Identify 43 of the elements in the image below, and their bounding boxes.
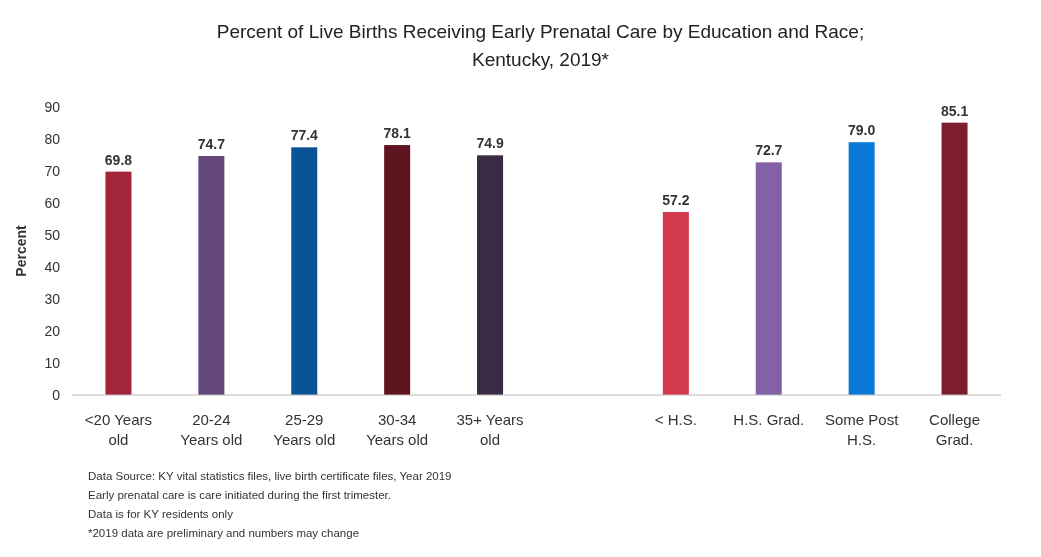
bar (848, 142, 875, 395)
x-tick-label: 35+ Years old (456, 411, 524, 448)
bar (662, 211, 689, 395)
data-label: 77.4 (290, 127, 319, 144)
bar (198, 155, 225, 395)
x-tick-label: College Grad. (929, 411, 980, 448)
data-label: 72.7 (755, 142, 783, 159)
x-tick-label: 20-24 Years old (180, 411, 243, 448)
chart-title: Percent of Live Births Receiving Early Prenatal Care by Education and Race; Kentucky, 2019* (216, 21, 865, 70)
x-tick-label: 25-29 Years old (273, 411, 336, 448)
y-tick-label: 90 (44, 98, 61, 115)
data-label: 74.7 (197, 135, 226, 152)
x-tick-label: H.S. Grad. (733, 411, 805, 428)
data-label: 85.1 (940, 102, 969, 119)
y-axis-title: Percent (13, 224, 29, 277)
y-tick-label: 0 (52, 386, 61, 403)
source-note: Data Source: KY vital statistics files, live birth certificate files, Year 2019 (88, 470, 452, 482)
text: Data is for KY residents only (88, 508, 234, 520)
data-label: 57.2 (662, 191, 690, 208)
data-label: 69.8 (104, 151, 133, 168)
data-label: 78.1 (383, 125, 411, 142)
y-tick-label: 50 (44, 226, 61, 243)
x-tick-label: 30-34 Years old (366, 411, 429, 448)
y-tick-label: 40 (44, 258, 61, 275)
bar (755, 162, 782, 395)
data-label: 74.9 (476, 135, 504, 152)
x-tick-label: Some Post H.S. (824, 411, 900, 448)
data-label: 79.0 (848, 122, 876, 139)
y-tick-label: 30 (44, 290, 61, 307)
bar (477, 155, 504, 395)
text: *2019 data are preliminary and numbers may change (88, 527, 360, 539)
y-tick-label: 20 (44, 322, 61, 339)
y-tick-label: 80 (44, 130, 61, 147)
bar (105, 171, 132, 395)
x-tick-label: <20 Years old (84, 411, 153, 448)
y-tick-label: 60 (44, 194, 61, 211)
y-tick-label: 10 (44, 354, 61, 371)
bar (941, 122, 968, 395)
bar (291, 147, 318, 395)
y-tick-label: 70 (44, 162, 61, 179)
x-tick-label: < H.S. (654, 411, 697, 428)
bar (384, 145, 411, 395)
text: Early prenatal care is care initiated during the first trimester. (88, 489, 391, 501)
